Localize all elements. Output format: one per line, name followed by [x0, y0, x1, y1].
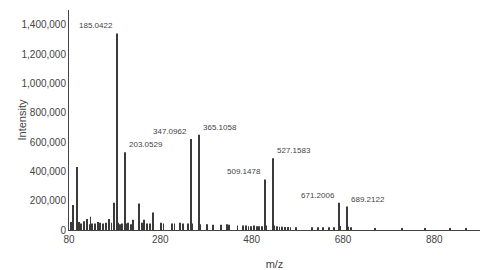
svg-text:185.0422: 185.0422	[79, 21, 113, 30]
svg-text:800,000: 800,000	[30, 107, 67, 118]
svg-text:509.1478: 509.1478	[227, 167, 261, 176]
svg-text:Intensity: Intensity	[16, 99, 28, 140]
svg-text:80: 80	[63, 234, 75, 245]
svg-text:203.0529: 203.0529	[129, 140, 163, 149]
svg-text:671.2006: 671.2006	[301, 191, 335, 200]
svg-text:m/z: m/z	[266, 258, 284, 270]
svg-text:280: 280	[152, 234, 169, 245]
svg-text:200,000: 200,000	[30, 195, 67, 206]
svg-text:1,400,000: 1,400,000	[22, 19, 67, 30]
svg-text:347.0962: 347.0962	[153, 127, 187, 136]
svg-text:880: 880	[426, 234, 443, 245]
svg-text:600,000: 600,000	[30, 137, 67, 148]
svg-text:400,000: 400,000	[30, 166, 67, 177]
svg-text:1,000,000: 1,000,000	[22, 78, 67, 89]
svg-text:527.1583: 527.1583	[277, 146, 311, 155]
svg-text:0: 0	[60, 225, 66, 236]
svg-text:365.1058: 365.1058	[203, 123, 237, 132]
svg-text:680: 680	[335, 234, 352, 245]
svg-text:1,200,000: 1,200,000	[22, 49, 67, 60]
svg-text:689.2122: 689.2122	[351, 195, 385, 204]
svg-text:480: 480	[243, 234, 260, 245]
